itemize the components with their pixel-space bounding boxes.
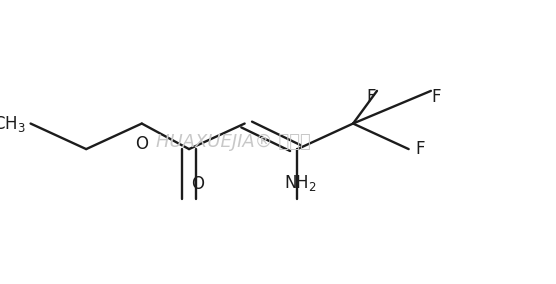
Text: F: F bbox=[366, 88, 376, 106]
Text: CH$_3$: CH$_3$ bbox=[0, 114, 26, 133]
Text: NH$_2$: NH$_2$ bbox=[284, 173, 316, 193]
Text: HUAXUEJIA® 化学加: HUAXUEJIA® 化学加 bbox=[156, 133, 311, 151]
Text: F: F bbox=[415, 140, 425, 158]
Text: F: F bbox=[431, 88, 441, 106]
Text: O: O bbox=[135, 135, 148, 153]
Text: O: O bbox=[191, 175, 204, 193]
